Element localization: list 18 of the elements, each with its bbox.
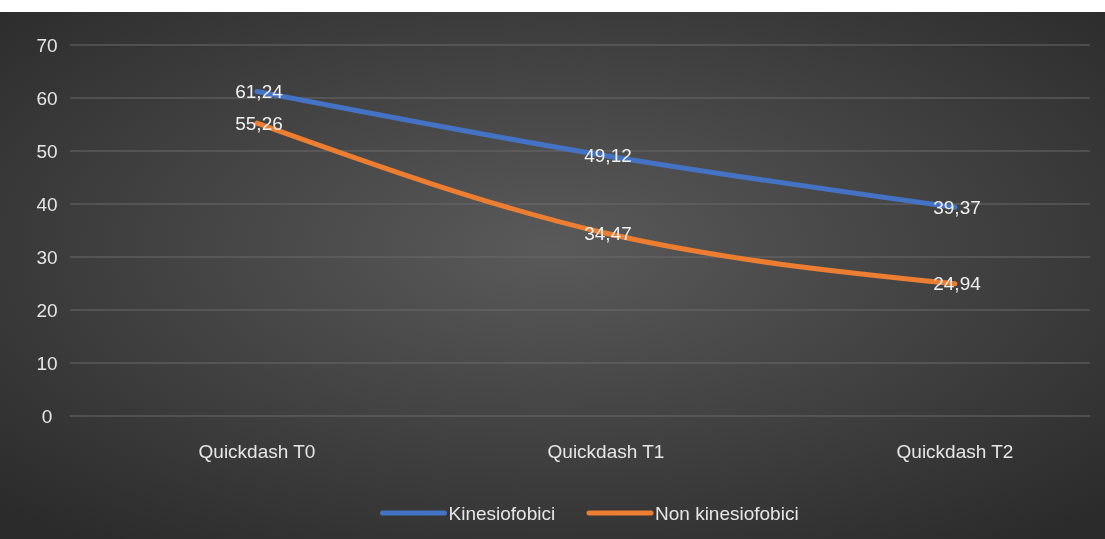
y-tick-label: 0 bbox=[41, 405, 53, 427]
y-tick-label: 60 bbox=[36, 87, 58, 109]
y-tick-label: 20 bbox=[36, 299, 58, 321]
y-tick-label: 70 bbox=[36, 34, 58, 56]
data-label: 49,12 bbox=[584, 145, 632, 167]
legend-label: Kinesiofobici bbox=[448, 502, 556, 524]
y-tick-label: 40 bbox=[36, 193, 58, 215]
data-label: 24,94 bbox=[933, 273, 982, 295]
y-tick-label: 30 bbox=[36, 246, 58, 268]
data-label: 55,26 bbox=[235, 112, 283, 134]
data-label: 39,37 bbox=[933, 196, 981, 218]
x-tick-label: Quickdash T0 bbox=[198, 441, 316, 462]
y-tick-label: 10 bbox=[36, 352, 58, 374]
y-tick-label: 50 bbox=[36, 140, 58, 162]
x-tick-label: Quickdash T2 bbox=[896, 441, 1014, 462]
x-tick-label: Quickdash T1 bbox=[547, 441, 665, 462]
legend-label: Non kinesiofobici bbox=[655, 502, 799, 524]
data-label: 61,24 bbox=[235, 81, 284, 103]
